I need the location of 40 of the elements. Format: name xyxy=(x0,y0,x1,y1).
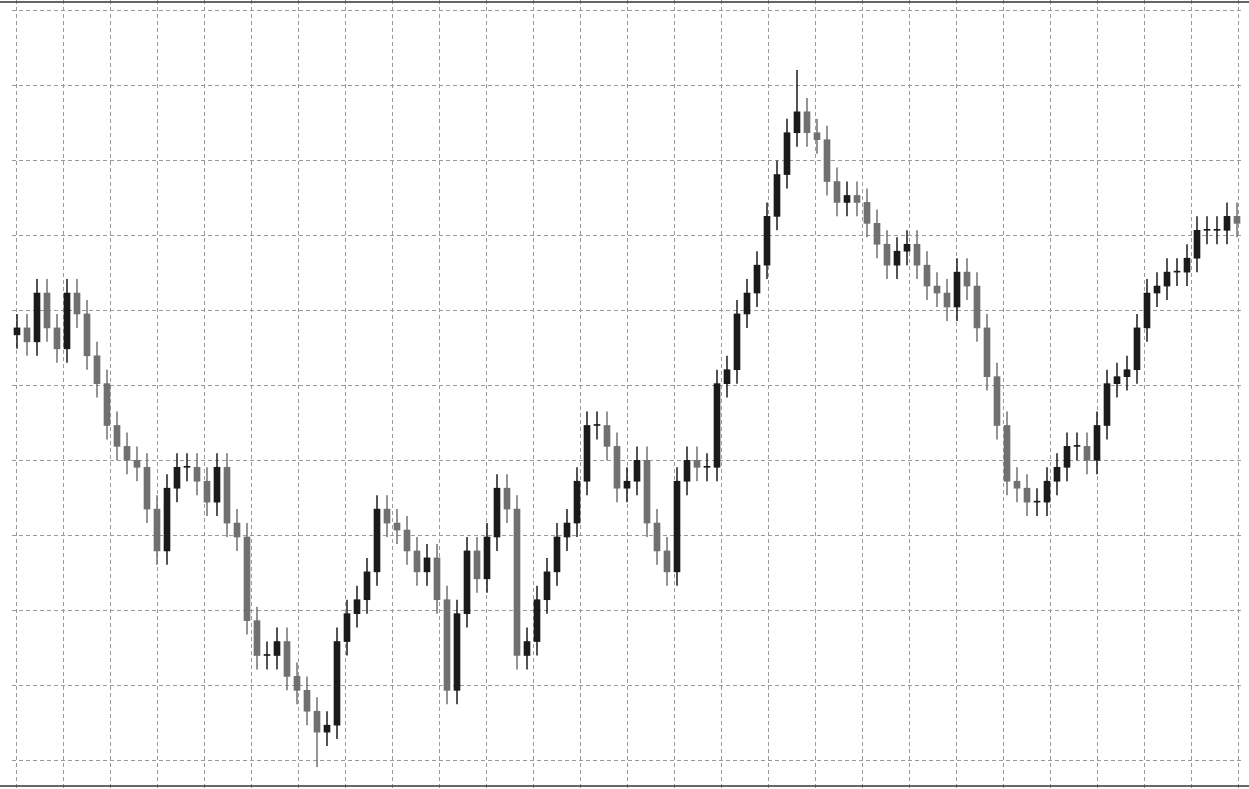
candlestick xyxy=(1233,201,1241,239)
candlestick xyxy=(183,452,191,482)
candlestick xyxy=(1223,201,1231,245)
candlestick xyxy=(303,675,311,726)
candlestick xyxy=(723,355,731,399)
candlestick xyxy=(273,626,281,671)
candlestick xyxy=(693,445,701,482)
candlestick xyxy=(603,410,611,462)
candlestick xyxy=(353,585,361,629)
candlestick xyxy=(1113,361,1121,399)
candlestick xyxy=(793,69,801,148)
candlestick xyxy=(813,118,821,155)
candlestick xyxy=(833,166,841,218)
candlestick xyxy=(523,626,531,671)
candlestick xyxy=(1213,215,1221,245)
candlestick xyxy=(873,208,881,259)
candlestick xyxy=(1203,215,1211,245)
candlestick xyxy=(1123,355,1131,392)
candlestick xyxy=(633,445,641,496)
candlestick xyxy=(683,445,691,496)
candlestick xyxy=(1083,431,1091,476)
candlestick xyxy=(703,452,711,482)
candlestick xyxy=(853,180,861,218)
candlestick xyxy=(193,452,201,496)
candlestick xyxy=(293,661,301,706)
candlestick xyxy=(133,445,141,482)
candlestick xyxy=(263,640,271,671)
candlestick xyxy=(173,452,181,503)
candlestick xyxy=(123,431,131,476)
candlestick xyxy=(1053,452,1061,496)
candlestick xyxy=(113,410,121,462)
candlestick xyxy=(1063,431,1071,482)
candlestick xyxy=(803,97,811,148)
candlestick xyxy=(863,187,871,239)
candlestick xyxy=(1013,466,1021,503)
candlestick xyxy=(843,180,851,218)
candlestick xyxy=(1073,431,1081,462)
candlestick xyxy=(903,229,911,266)
candlestick xyxy=(593,410,601,441)
candlestick xyxy=(623,466,631,503)
